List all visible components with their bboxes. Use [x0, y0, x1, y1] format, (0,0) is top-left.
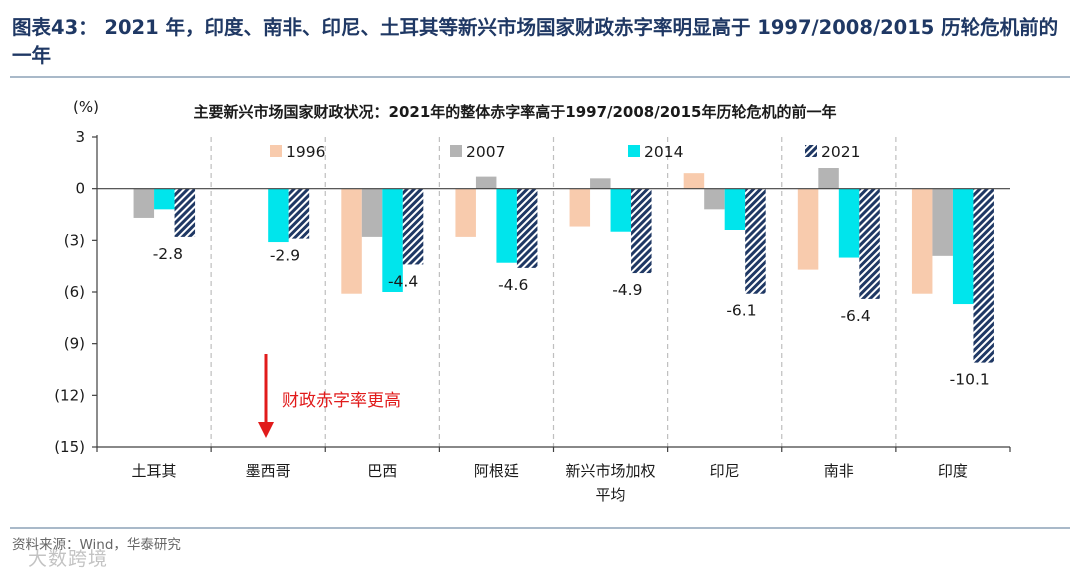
bar-2014-1	[154, 188, 175, 210]
data-label-2021: -4.6	[498, 276, 528, 294]
category-label: 平均	[596, 486, 626, 504]
legend-label-1996: 1996	[286, 143, 325, 161]
data-label-2021: -10.1	[950, 371, 990, 389]
bar-2021-3	[402, 188, 424, 265]
data-label-2021: -4.9	[612, 281, 642, 299]
category-label: 巴西	[367, 462, 397, 480]
higher-deficit-annotation: 财政赤字率更高	[282, 391, 401, 411]
y-tick-label: (3)	[64, 231, 85, 249]
bar-1996-8	[911, 188, 933, 294]
y-tick-label: (15)	[54, 438, 85, 456]
bar-2014-2	[268, 188, 289, 243]
y-tick-label: 3	[75, 128, 85, 146]
bar-2007-1	[133, 188, 155, 218]
category-label: 印度	[938, 462, 968, 480]
category-label: 印尼	[710, 462, 740, 480]
chart-title: 主要新兴市场国家财政状况：2021年的整体赤字率高于1997/2008/2015…	[194, 103, 837, 121]
title-divider	[10, 76, 1070, 78]
figure-title: 图表43： 2021 年，印度、南非、印尼、土耳其等新兴市场国家财政赤字率明显高…	[12, 16, 1059, 67]
data-label-2021: -6.1	[726, 302, 756, 320]
source-note: 资料来源：Wind，华泰研究	[12, 537, 181, 553]
bar-2014-6	[724, 188, 746, 230]
bar-1996-3	[341, 188, 362, 294]
bar-2007-3	[361, 188, 383, 237]
category-label: 墨西哥	[246, 462, 291, 480]
legend-swatch-2014	[628, 145, 640, 157]
legend-swatch-2021	[805, 145, 817, 157]
y-tick-label: (6)	[64, 283, 85, 301]
bar-2007-7	[818, 168, 839, 189]
bar-2014-5	[610, 188, 632, 232]
bar-2007-4	[475, 176, 497, 189]
category-label: 阿根廷	[474, 462, 519, 480]
bar-2021-1	[174, 188, 196, 237]
category-label: 南非	[824, 462, 854, 480]
y-tick-label: (12)	[54, 386, 85, 404]
category-label: 新兴市场加权	[566, 462, 656, 480]
bar-1996-6	[683, 173, 705, 189]
data-label-2021: -4.4	[388, 272, 418, 290]
bar-1996-4	[455, 188, 476, 237]
bar-2007-8	[932, 188, 953, 256]
bar-2014-3	[382, 188, 403, 292]
arrow-down-icon	[258, 422, 274, 438]
data-label-2021: -2.8	[153, 245, 183, 263]
bar-1996-5	[569, 188, 591, 227]
bar-2014-7	[838, 188, 860, 258]
y-tick-label: (9)	[64, 335, 85, 353]
y-tick-label: 0	[75, 180, 85, 198]
legend-label-2007: 2007	[466, 143, 505, 161]
bar-2007-6	[704, 188, 725, 210]
legend-swatch-1996	[270, 145, 282, 157]
bar-2021-4	[516, 188, 538, 268]
data-label-2021: -6.4	[840, 307, 870, 325]
bar-2021-7	[859, 188, 880, 299]
legend-label-2014: 2014	[644, 143, 683, 161]
bar-1996-7	[797, 188, 819, 270]
bar-2014-8	[952, 188, 974, 305]
watermark: 大数跨境	[28, 548, 109, 570]
category-label: 土耳其	[132, 462, 177, 480]
y-axis-unit-label: (%)	[73, 98, 99, 116]
bar-2021-2	[288, 188, 310, 239]
footer-divider	[10, 527, 1070, 529]
legend-swatch-2007	[450, 145, 462, 157]
legend-label-2021: 2021	[821, 143, 860, 161]
bar-2021-6	[745, 188, 766, 294]
bar-2014-4	[496, 188, 517, 263]
bar-2021-8	[973, 188, 994, 363]
data-label-2021: -2.9	[270, 247, 300, 265]
bar-2021-5	[631, 188, 652, 274]
bar-2007-5	[590, 178, 611, 189]
